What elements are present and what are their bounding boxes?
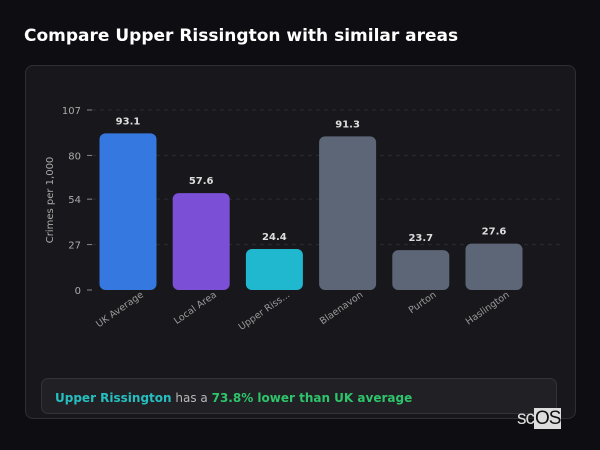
bar-5: [465, 243, 523, 290]
x-tick-label: Upper Riss...: [237, 289, 292, 332]
summary-place: Upper Rissington: [55, 391, 172, 405]
bar-1: [172, 193, 230, 290]
summary-text: has a: [171, 391, 212, 405]
bar-4: [392, 250, 450, 290]
data-label: 57.6: [189, 176, 214, 187]
data-label: 24.4: [262, 232, 287, 243]
y-axis-label: Crimes per 1,000: [45, 157, 56, 244]
x-tick-label: UK Average: [94, 289, 146, 330]
summary-stat: 73.8% lower than UK average: [211, 391, 413, 405]
x-tick-label: Haslington: [464, 289, 512, 327]
summary-box: Upper Rissington has a 73.8% lower than …: [41, 378, 557, 414]
x-tick-label: Local Area: [172, 289, 219, 326]
y-tick-label: 80: [68, 151, 81, 162]
bar-3: [319, 136, 377, 290]
bar-0: [99, 133, 157, 290]
data-label: 91.3: [335, 119, 360, 130]
bar-2: [245, 248, 303, 290]
x-tick-label: Blaenavon: [318, 289, 365, 327]
data-label: 23.7: [408, 233, 433, 244]
y-tick-label: 107: [62, 106, 81, 117]
x-tick-label: Purton: [407, 289, 439, 316]
data-label: 27.6: [482, 227, 507, 238]
page-title: Compare Upper Rissington with similar ar…: [24, 26, 459, 46]
y-tick-label: 0: [75, 286, 81, 297]
scos-logo: scOS: [517, 408, 561, 429]
y-tick-label: 54: [68, 195, 81, 206]
data-label: 93.1: [116, 116, 141, 127]
y-tick-label: 27: [68, 241, 81, 252]
